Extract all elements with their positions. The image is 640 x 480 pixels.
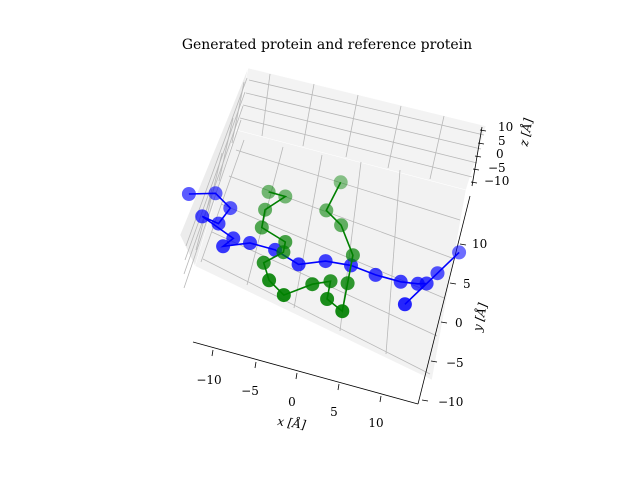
series-2 <box>254 175 360 319</box>
z-tick-label: 0 <box>496 147 504 161</box>
z-tick-label: −5 <box>488 161 506 175</box>
data-point <box>340 276 355 291</box>
z-axis-label: z [Å] <box>516 117 536 149</box>
z-tick-label: 5 <box>498 134 506 148</box>
data-point <box>278 235 293 249</box>
data-point <box>305 277 320 292</box>
x-axis-line <box>192 341 419 405</box>
y-axis-label: y [Å] <box>469 301 490 333</box>
data-point <box>208 186 223 201</box>
data-point <box>262 273 277 288</box>
data-point <box>335 304 350 319</box>
y-tick-label: 0 <box>455 316 463 330</box>
x-tick-label: 0 <box>288 395 296 409</box>
y-tick-label: 5 <box>463 277 471 291</box>
x-axis-label: x [Å] <box>276 413 307 432</box>
data-point <box>278 189 293 204</box>
x-tick-label: −10 <box>196 373 221 387</box>
x-tick-labels: −10 −5 0 5 10 <box>196 373 383 430</box>
series-1 <box>181 186 467 312</box>
data-point <box>319 203 334 218</box>
y-tick-labels: −10 −5 0 5 10 <box>438 237 487 409</box>
x-tick-label: 10 <box>368 416 383 430</box>
data-point <box>345 248 360 263</box>
tick-marks <box>211 129 487 403</box>
y-tick-label: 10 <box>472 237 487 251</box>
data-point <box>256 255 271 270</box>
chart-title: Generated protein and reference protein <box>182 37 472 53</box>
z-tick-label: 10 <box>498 120 513 134</box>
z-tick-label: −10 <box>484 174 509 188</box>
data-point <box>333 175 348 190</box>
axes-panes <box>179 67 487 381</box>
data-point <box>291 257 306 272</box>
data-point <box>397 297 412 312</box>
data-point <box>243 236 257 250</box>
data-point <box>258 202 273 217</box>
z-tick-labels: 10 5 0 −5 −10 <box>484 120 513 188</box>
data-point <box>211 216 226 231</box>
data-point <box>452 245 467 260</box>
series-layer <box>181 175 467 319</box>
data-point <box>368 267 383 282</box>
x-tick-label: −5 <box>241 384 259 398</box>
y-tick-label: −10 <box>438 395 463 409</box>
data-point <box>419 276 434 291</box>
data-point <box>181 187 196 201</box>
y-tick-label: −5 <box>446 356 464 370</box>
data-point <box>261 184 276 199</box>
x-tick-label: 5 <box>330 405 338 419</box>
data-point <box>276 288 291 303</box>
data-point <box>334 218 349 233</box>
y-axis-line <box>417 195 471 405</box>
data-point <box>430 266 445 281</box>
data-point <box>195 209 210 224</box>
data-point <box>393 274 408 289</box>
data-point <box>254 220 269 235</box>
data-point <box>223 201 238 216</box>
data-point <box>323 274 338 289</box>
data-point <box>216 239 231 254</box>
data-point <box>320 292 335 306</box>
data-point <box>318 254 333 269</box>
data-point <box>226 231 241 246</box>
